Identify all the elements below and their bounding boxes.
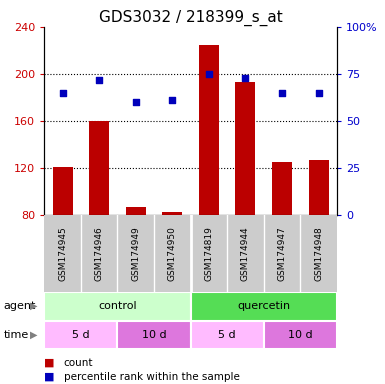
Point: [316, 90, 322, 96]
Text: control: control: [98, 301, 137, 311]
Bar: [308, 160, 329, 215]
Text: percentile rank within the sample: percentile rank within the sample: [64, 372, 239, 382]
Point: [59, 90, 65, 96]
Point: [96, 76, 102, 83]
Text: 10 d: 10 d: [288, 330, 313, 340]
Bar: [264, 321, 337, 349]
Text: ▶: ▶: [30, 330, 37, 340]
Text: ▶: ▶: [30, 301, 37, 311]
Bar: [199, 45, 219, 215]
Text: agent: agent: [4, 301, 36, 311]
Text: 10 d: 10 d: [142, 330, 166, 340]
Bar: [44, 292, 191, 321]
Text: ■: ■: [44, 358, 55, 368]
Bar: [191, 321, 264, 349]
Text: 5 d: 5 d: [72, 330, 90, 340]
Point: [169, 97, 176, 103]
Bar: [162, 212, 182, 215]
Bar: [117, 321, 191, 349]
Title: GDS3032 / 218399_s_at: GDS3032 / 218399_s_at: [99, 9, 283, 25]
Text: ■: ■: [44, 372, 55, 382]
Text: quercetin: quercetin: [237, 301, 290, 311]
Bar: [89, 121, 109, 215]
Text: 5 d: 5 d: [218, 330, 236, 340]
Text: GSM174819: GSM174819: [204, 226, 213, 281]
Text: GSM174947: GSM174947: [278, 226, 286, 281]
Text: count: count: [64, 358, 93, 368]
Point: [132, 99, 139, 105]
Text: GSM174950: GSM174950: [168, 226, 177, 281]
Text: GSM174945: GSM174945: [58, 226, 67, 281]
Text: GSM174948: GSM174948: [314, 226, 323, 281]
Bar: [126, 207, 146, 215]
Bar: [44, 321, 117, 349]
Bar: [52, 167, 73, 215]
Bar: [191, 292, 337, 321]
Text: GSM174949: GSM174949: [131, 226, 140, 281]
Text: GSM174946: GSM174946: [95, 226, 104, 281]
Bar: [235, 82, 256, 215]
Text: GSM174944: GSM174944: [241, 226, 250, 281]
Point: [279, 90, 285, 96]
Text: time: time: [4, 330, 29, 340]
Bar: [272, 162, 292, 215]
Point: [206, 71, 212, 77]
Point: [243, 74, 249, 81]
